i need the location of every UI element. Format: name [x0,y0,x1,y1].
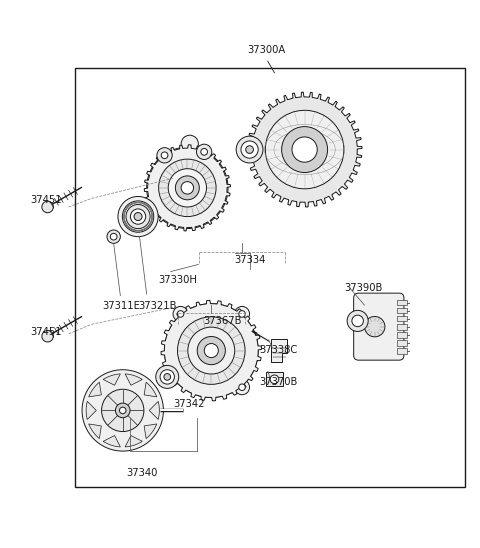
Polygon shape [86,401,96,419]
Circle shape [162,367,177,382]
Text: 37451: 37451 [30,195,62,205]
Circle shape [164,374,170,380]
Text: 37311E: 37311E [103,301,141,311]
Circle shape [115,403,130,418]
Circle shape [102,389,144,432]
Text: 37330H: 37330H [158,275,197,285]
Circle shape [204,344,218,358]
Circle shape [292,137,317,162]
Polygon shape [149,401,159,419]
Circle shape [147,147,228,229]
Circle shape [168,169,206,207]
Polygon shape [89,382,101,397]
Circle shape [120,407,126,414]
Circle shape [134,213,142,221]
Circle shape [236,136,263,163]
Circle shape [201,149,207,155]
Bar [75,68,465,487]
Circle shape [42,330,53,342]
Bar [397,324,407,329]
Polygon shape [271,339,288,362]
Text: 37342: 37342 [173,399,204,409]
Circle shape [82,370,163,451]
Bar [397,340,407,346]
Circle shape [167,371,173,378]
Circle shape [158,159,216,216]
Circle shape [239,384,245,391]
Circle shape [156,366,179,389]
Circle shape [196,144,212,159]
Circle shape [131,209,146,224]
Circle shape [118,197,158,237]
Circle shape [178,317,245,384]
Bar [266,372,283,386]
Text: 37340: 37340 [126,469,157,478]
Polygon shape [89,424,101,438]
Circle shape [161,152,168,159]
Polygon shape [144,424,157,438]
Circle shape [173,306,188,322]
Circle shape [282,127,327,173]
Polygon shape [103,436,120,447]
Circle shape [270,375,279,384]
Text: 37338C: 37338C [259,345,298,355]
Text: 37321B: 37321B [139,301,177,311]
Bar [397,348,407,353]
Circle shape [110,233,117,240]
Circle shape [177,311,184,317]
Bar [397,332,407,338]
Bar [397,316,407,322]
FancyBboxPatch shape [354,293,404,360]
Circle shape [181,181,193,194]
Circle shape [188,327,235,374]
Polygon shape [125,374,142,385]
Circle shape [347,310,368,332]
Polygon shape [144,145,230,231]
Polygon shape [144,382,157,397]
Circle shape [235,380,250,395]
Circle shape [181,135,198,152]
Circle shape [235,306,250,322]
Circle shape [197,336,225,364]
Polygon shape [161,300,262,401]
Circle shape [164,304,258,397]
Polygon shape [247,92,362,207]
Circle shape [122,201,154,232]
Text: 37451: 37451 [30,327,62,338]
Circle shape [239,311,245,317]
Bar [397,307,407,313]
Circle shape [241,141,258,158]
Polygon shape [125,436,142,447]
Text: 37334: 37334 [234,255,265,265]
Circle shape [364,317,385,337]
Circle shape [352,315,363,327]
Circle shape [246,146,253,153]
Circle shape [160,370,174,384]
Circle shape [126,204,150,229]
Circle shape [107,230,120,243]
Text: 37300A: 37300A [247,45,286,55]
Text: 37370B: 37370B [259,377,298,387]
Circle shape [265,110,344,189]
Circle shape [42,201,53,213]
Circle shape [157,147,172,163]
Bar [397,300,407,305]
Text: 37390B: 37390B [344,283,383,293]
Circle shape [175,176,199,200]
Text: 37367B: 37367B [203,316,241,326]
Polygon shape [103,374,120,385]
